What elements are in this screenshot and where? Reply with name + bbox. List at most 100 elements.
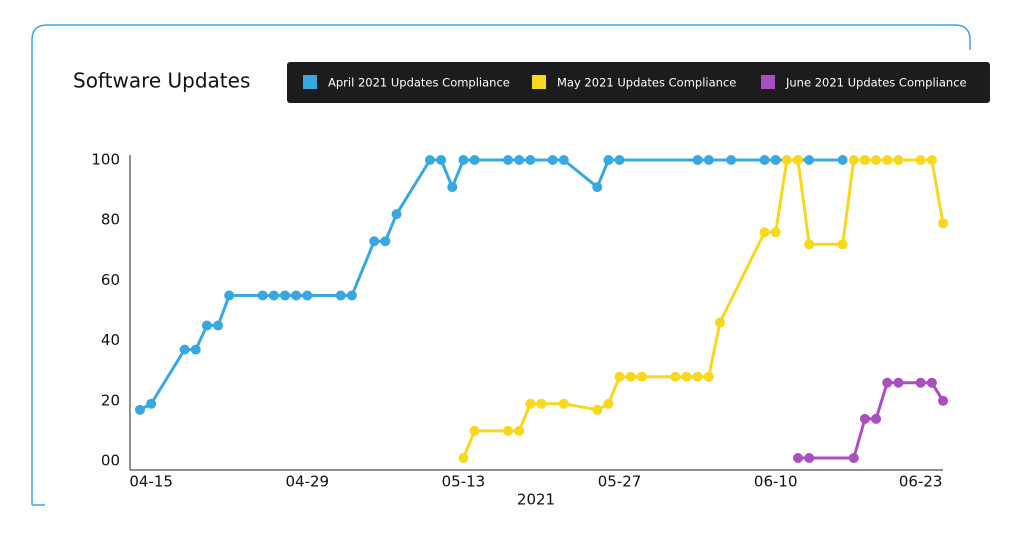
chart-title: Software Updates bbox=[73, 69, 250, 93]
x-tick-label: 05-13 bbox=[442, 473, 486, 491]
data-point bbox=[525, 398, 536, 409]
data-point bbox=[525, 155, 536, 165]
legend-label: June 2021 Updates Compliance bbox=[785, 76, 967, 90]
legend-label: May 2021 Updates Compliance bbox=[557, 76, 736, 90]
data-point bbox=[692, 155, 703, 165]
data-point bbox=[503, 155, 514, 165]
data-point bbox=[882, 377, 893, 388]
data-point bbox=[681, 371, 692, 382]
data-point bbox=[703, 155, 714, 165]
x-axis-label: 2021 bbox=[517, 491, 555, 509]
data-point bbox=[915, 155, 926, 165]
x-tick-label: 05-27 bbox=[598, 473, 642, 491]
data-point bbox=[547, 155, 558, 165]
data-point bbox=[503, 425, 514, 436]
data-point bbox=[614, 155, 625, 165]
data-point bbox=[871, 155, 882, 165]
data-point bbox=[781, 155, 792, 165]
data-point bbox=[636, 371, 647, 382]
data-point bbox=[837, 239, 848, 250]
data-point bbox=[804, 239, 815, 250]
data-point bbox=[179, 344, 190, 355]
data-point bbox=[268, 290, 279, 301]
legend-swatch bbox=[303, 75, 317, 89]
data-point bbox=[703, 371, 714, 382]
data-point bbox=[302, 290, 313, 301]
data-point bbox=[726, 155, 737, 165]
data-point bbox=[135, 404, 145, 415]
data-point bbox=[793, 452, 804, 463]
data-point bbox=[558, 155, 569, 165]
card-border bbox=[31, 24, 971, 505]
series-line bbox=[798, 381, 945, 460]
data-point bbox=[859, 155, 870, 165]
data-point bbox=[291, 290, 302, 301]
data-point bbox=[469, 155, 480, 165]
data-point bbox=[257, 290, 268, 301]
x-tick-label: 06-10 bbox=[754, 473, 798, 491]
y-tick-label: 20 bbox=[101, 391, 120, 409]
y-tick-label: 00 bbox=[101, 452, 120, 470]
data-point bbox=[793, 155, 804, 165]
data-point bbox=[346, 290, 357, 301]
data-point bbox=[279, 290, 290, 301]
data-point bbox=[938, 218, 948, 229]
y-tick-label: 40 bbox=[101, 331, 120, 349]
data-point bbox=[603, 398, 614, 409]
data-point bbox=[514, 155, 525, 165]
data-point bbox=[759, 227, 770, 238]
data-point bbox=[938, 395, 948, 406]
data-point bbox=[804, 155, 815, 165]
x-tick-label: 04-29 bbox=[285, 473, 329, 491]
data-point bbox=[770, 227, 781, 238]
data-point bbox=[848, 452, 859, 463]
data-point bbox=[335, 290, 346, 301]
data-point bbox=[536, 398, 547, 409]
data-point bbox=[190, 344, 201, 355]
x-tick-label: 04-15 bbox=[129, 473, 173, 491]
data-point bbox=[469, 425, 480, 436]
legend-swatch bbox=[532, 75, 546, 89]
data-point bbox=[447, 182, 458, 193]
data-point bbox=[146, 398, 157, 409]
data-point bbox=[804, 452, 815, 463]
data-point bbox=[213, 320, 224, 331]
data-point bbox=[380, 236, 391, 247]
legend-box bbox=[287, 62, 990, 103]
y-tick-label: 100 bbox=[91, 151, 120, 169]
data-point bbox=[714, 317, 725, 328]
series-line bbox=[462, 158, 945, 459]
data-point bbox=[926, 377, 937, 388]
data-point bbox=[391, 209, 402, 220]
data-point bbox=[458, 452, 469, 463]
data-point bbox=[625, 371, 636, 382]
data-point bbox=[558, 398, 569, 409]
data-point bbox=[592, 404, 603, 415]
data-point bbox=[514, 425, 525, 436]
data-point bbox=[458, 155, 469, 165]
data-point bbox=[603, 155, 614, 165]
legend-swatch bbox=[761, 75, 775, 89]
data-point bbox=[224, 290, 235, 301]
y-tick-label: 60 bbox=[101, 271, 120, 289]
data-point bbox=[759, 155, 770, 165]
data-point bbox=[848, 155, 859, 165]
data-point bbox=[882, 155, 893, 165]
y-tick-label: 80 bbox=[101, 211, 120, 229]
data-point bbox=[893, 155, 904, 165]
legend-label: April 2021 Updates Compliance bbox=[328, 76, 510, 90]
data-point bbox=[859, 413, 870, 424]
data-point bbox=[893, 377, 904, 388]
data-point bbox=[915, 377, 926, 388]
data-point bbox=[201, 320, 212, 331]
x-tick-label: 06-23 bbox=[899, 473, 943, 491]
data-point bbox=[436, 155, 447, 165]
data-point bbox=[692, 371, 703, 382]
data-point bbox=[670, 371, 681, 382]
data-point bbox=[369, 236, 380, 247]
data-point bbox=[926, 155, 937, 165]
data-point bbox=[614, 371, 625, 382]
data-point bbox=[770, 155, 781, 165]
data-point bbox=[837, 155, 848, 165]
